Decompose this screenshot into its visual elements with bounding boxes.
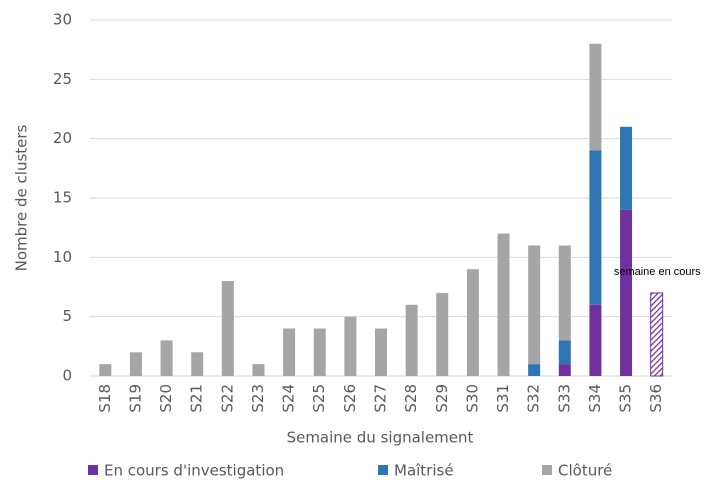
x-tick-label: S33 bbox=[555, 384, 573, 413]
legend-swatch bbox=[542, 465, 552, 475]
bar-segment bbox=[375, 328, 387, 376]
x-tick-label: S30 bbox=[463, 384, 481, 413]
bar-segment bbox=[436, 292, 449, 376]
x-tick-label: S22 bbox=[218, 384, 236, 413]
y-tick-label: 15 bbox=[53, 189, 72, 207]
x-tick-label: S36 bbox=[647, 384, 665, 413]
x-tick-label: S25 bbox=[310, 384, 328, 413]
x-tick-label: S34 bbox=[586, 384, 604, 413]
bar-segment bbox=[221, 281, 234, 376]
x-tick-label: S19 bbox=[126, 384, 144, 413]
y-tick-label: 25 bbox=[53, 70, 72, 88]
bar-segment bbox=[589, 304, 602, 376]
bar-segment bbox=[558, 340, 571, 365]
bar-segment bbox=[129, 352, 142, 376]
legend-label: Clôturé bbox=[558, 462, 612, 480]
bar-segment bbox=[589, 43, 602, 151]
x-tick-label: S21 bbox=[188, 384, 206, 413]
x-axis-label: Semaine du signalement bbox=[287, 429, 474, 447]
bar-segment bbox=[650, 292, 664, 377]
legend-swatch bbox=[378, 465, 388, 475]
bar-segment bbox=[99, 364, 112, 376]
x-tick-label: S32 bbox=[525, 384, 543, 413]
y-tick-label: 30 bbox=[53, 11, 72, 29]
x-tick-label: S28 bbox=[402, 384, 420, 413]
bar-segment bbox=[497, 233, 510, 376]
x-tick-label: S26 bbox=[341, 384, 359, 413]
y-tick-label: 5 bbox=[62, 307, 72, 325]
bar-segment bbox=[344, 316, 357, 376]
bar-segment bbox=[160, 340, 173, 376]
legend-swatch bbox=[88, 465, 98, 475]
annotation: semaine en cours bbox=[614, 266, 701, 278]
bar-segment bbox=[620, 126, 633, 210]
bar-segment bbox=[466, 269, 479, 376]
legend-label: Maîtrisé bbox=[394, 462, 454, 480]
bar-segment bbox=[528, 245, 541, 365]
x-tick-label: S18 bbox=[96, 384, 114, 413]
bar-segment bbox=[405, 304, 418, 376]
bar-segment bbox=[191, 352, 204, 376]
bar-segment bbox=[558, 245, 571, 341]
x-tick-label: S27 bbox=[372, 384, 390, 413]
bar-segment bbox=[313, 328, 326, 376]
y-axis-label: Nombre de clusters bbox=[13, 124, 31, 271]
x-tick-label: S24 bbox=[280, 384, 298, 413]
y-tick-label: 10 bbox=[53, 248, 72, 266]
bar-segment bbox=[252, 364, 265, 376]
x-tick-label: S20 bbox=[157, 384, 175, 413]
bar-segment bbox=[283, 328, 296, 376]
x-tick-label: S29 bbox=[433, 384, 451, 413]
x-tick-label: S23 bbox=[249, 384, 267, 413]
y-tick-label: 20 bbox=[53, 129, 72, 147]
legend-label: En cours d'investigation bbox=[104, 462, 284, 480]
x-tick-label: S35 bbox=[617, 384, 635, 413]
bar-segment bbox=[589, 150, 602, 305]
bar-segment bbox=[558, 364, 571, 376]
x-tick-label: S31 bbox=[494, 384, 512, 413]
y-tick-label: 0 bbox=[62, 367, 72, 385]
bar-segment bbox=[620, 209, 633, 376]
bar-segment bbox=[528, 364, 541, 376]
